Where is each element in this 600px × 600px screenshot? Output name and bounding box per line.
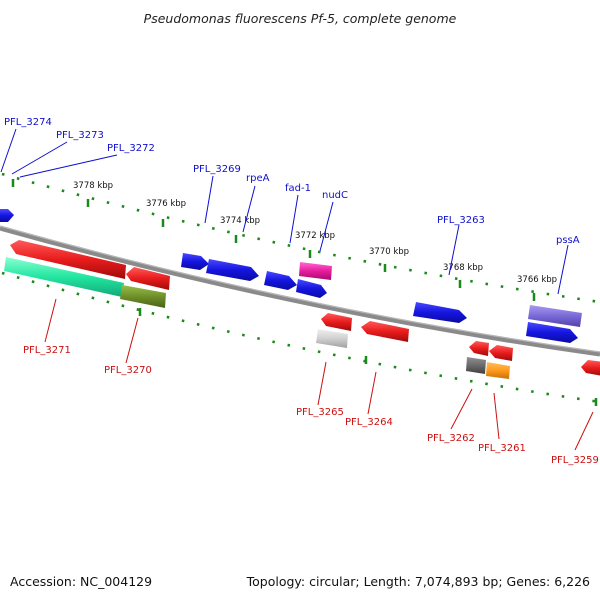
label-leader (493, 392, 500, 440)
scale-label: 3776 kbp (146, 199, 186, 209)
scale-label: 3774 kbp (220, 216, 260, 226)
scale-label: 3768 kbp (443, 263, 483, 273)
label-leader (450, 388, 473, 430)
label-leader (289, 194, 299, 244)
label-leader (367, 371, 377, 415)
gene-arrow[interactable] (264, 271, 297, 290)
forward-scale-track: 3778 kbp 3776 kbp 3774 kbp 3772 kbp 3770… (1, 172, 600, 304)
gene-label-pfl-3274[interactable]: PFL_3274 (4, 117, 52, 128)
label-leader (44, 298, 57, 343)
gene-label-pssa[interactable]: pssA (556, 235, 580, 246)
gene-label-pfl-3264[interactable]: PFL_3264 (345, 417, 393, 428)
gene-label-pfl-3261[interactable]: PFL_3261 (478, 443, 526, 454)
forward-gene-labels: PFL_3274 PFL_3273 PFL_3272 PFL_3269 rpeA… (0, 117, 580, 295)
label-leader (204, 175, 214, 224)
reverse-tick-dots (1, 271, 600, 404)
scale-label: 3772 kbp (295, 231, 335, 241)
label-leader (574, 411, 594, 451)
label-leader (19, 154, 118, 178)
gene-label-pfl-3271[interactable]: PFL_3271 (23, 345, 71, 356)
reverse-genes (4, 240, 600, 379)
gene-arrow[interactable] (0, 209, 14, 222)
genome-summary-text: Topology: circular; Length: 7,074,893 bp… (246, 574, 590, 589)
reverse-scale-track (1, 271, 600, 406)
gene-arrow[interactable] (181, 253, 209, 270)
gene-label-pfl-3265[interactable]: PFL_3265 (296, 407, 344, 418)
gene-label-rpea[interactable]: rpeA (246, 173, 270, 184)
gene-arrow[interactable] (299, 262, 332, 280)
gene-label-pfl-3270[interactable]: PFL_3270 (104, 365, 152, 376)
gene-arrow[interactable] (528, 305, 582, 327)
label-leader (0, 128, 17, 173)
gene-arrow[interactable] (296, 279, 327, 298)
gene-arrow[interactable] (10, 240, 126, 279)
scale-label: 3770 kbp (369, 247, 409, 257)
gene-arrow[interactable] (486, 362, 510, 379)
label-leader (242, 185, 256, 233)
gene-arrow[interactable] (413, 302, 467, 323)
label-leader (319, 201, 334, 252)
gene-arrow[interactable] (316, 329, 348, 348)
gene-arrow[interactable] (206, 259, 259, 281)
gene-arrow[interactable] (581, 360, 600, 376)
map-title: Pseudomonas fluorescens Pf-5, complete g… (144, 11, 457, 26)
gene-label-pfl-3263[interactable]: PFL_3263 (437, 215, 485, 226)
label-leader (11, 141, 68, 175)
label-leader (125, 317, 139, 364)
gene-arrow[interactable] (120, 285, 166, 308)
gene-label-nudc[interactable]: nudC (322, 190, 348, 201)
gene-arrow[interactable] (126, 267, 170, 290)
gene-arrow[interactable] (361, 321, 409, 342)
gene-label-pfl-3259[interactable]: PFL_3259 (551, 455, 599, 466)
gene-arrow[interactable] (466, 357, 486, 374)
label-leader (448, 224, 460, 276)
gene-label-pfl-3272[interactable]: PFL_3272 (107, 143, 155, 154)
gene-label-fad-1[interactable]: fad-1 (285, 183, 311, 194)
scale-label: 3778 kbp (73, 181, 113, 191)
gene-label-pfl-3269[interactable]: PFL_3269 (193, 164, 241, 175)
gene-arrow[interactable] (526, 322, 578, 343)
gene-arrow[interactable] (4, 257, 124, 297)
label-leader (317, 361, 327, 406)
reverse-gene-labels: PFL_3271 PFL_3270 PFL_3265 PFL_3264 PFL_… (23, 298, 599, 466)
scale-label: 3766 kbp (517, 275, 557, 285)
gene-arrow[interactable] (489, 345, 513, 361)
gene-arrow[interactable] (321, 313, 352, 331)
gene-label-pfl-3273[interactable]: PFL_3273 (56, 130, 104, 141)
gene-label-pfl-3262[interactable]: PFL_3262 (427, 433, 475, 444)
label-leader (557, 244, 569, 295)
forward-genes (0, 209, 582, 343)
gene-arrow[interactable] (469, 341, 489, 356)
genome-backbone-highlight (0, 225, 600, 353)
accession-text: Accession: NC_004129 (10, 574, 152, 589)
genome-backbone (0, 225, 600, 357)
